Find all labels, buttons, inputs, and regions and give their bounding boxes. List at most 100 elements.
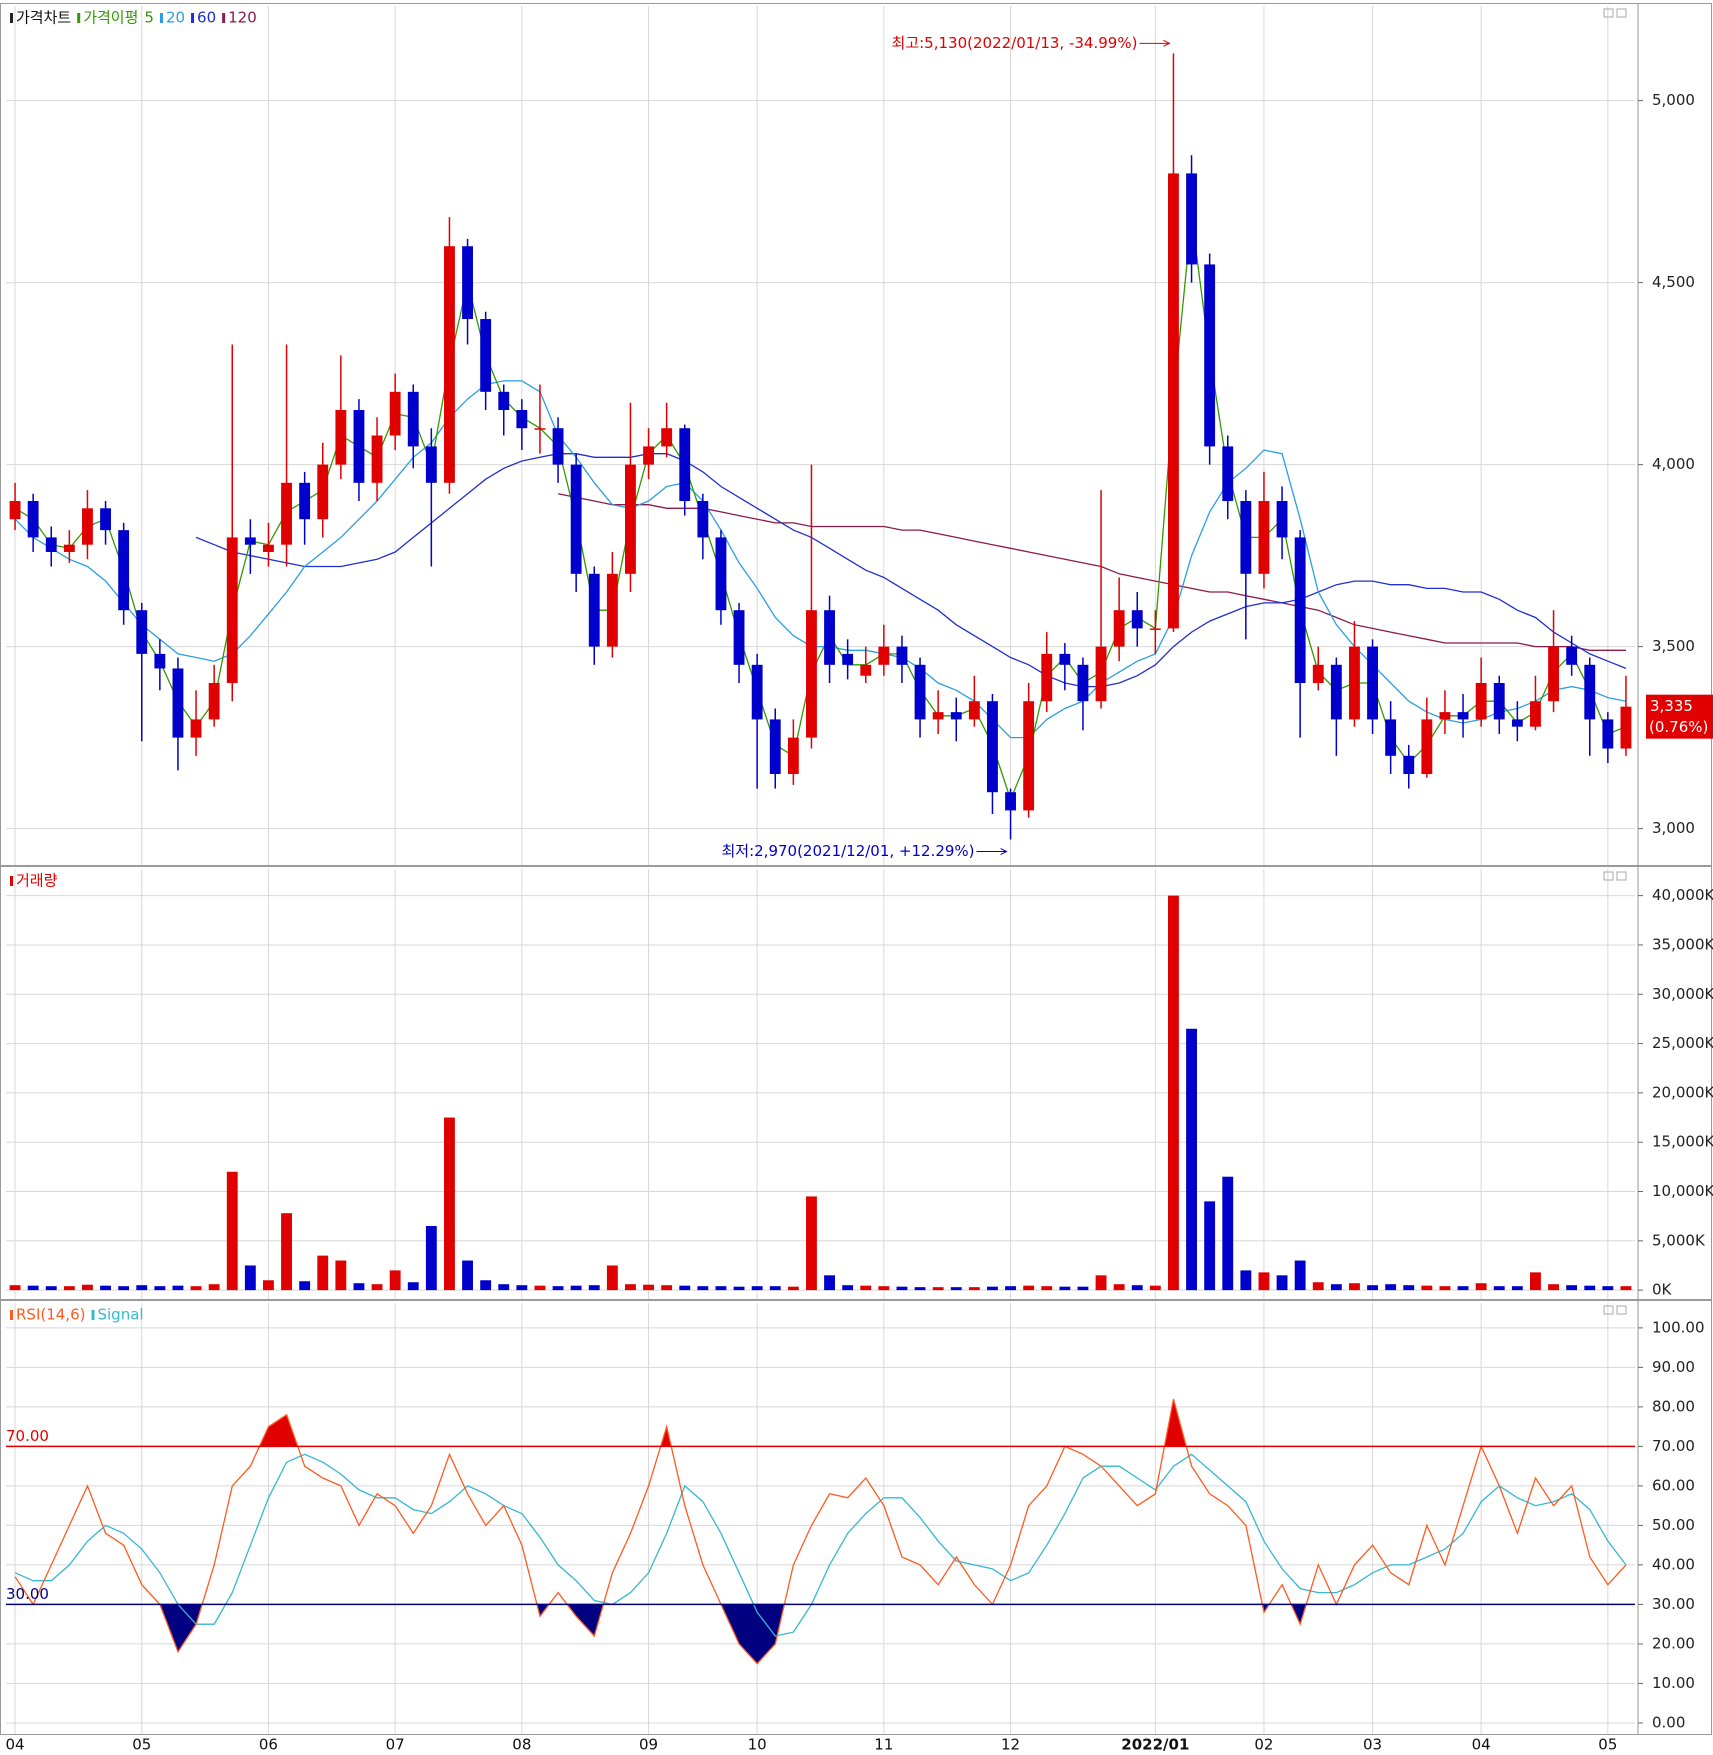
volume-bar: [1457, 1286, 1469, 1291]
x-tick-label: 04: [1472, 1736, 1491, 1754]
volume-bar: [1620, 1286, 1632, 1291]
level-fill: [159, 1604, 1307, 1664]
annotation: 최저:2,970(2021/12/01, +12.29%): [721, 842, 974, 860]
x-tick-label: 04: [6, 1736, 25, 1754]
candle-body: [1041, 653, 1053, 702]
volume-bar: [1258, 1272, 1270, 1291]
volume-bar: [244, 1265, 256, 1291]
volume-bar: [914, 1287, 926, 1291]
volume-bar: [1584, 1285, 1596, 1291]
candle-body: [172, 668, 184, 738]
candle-body: [968, 701, 980, 720]
candle-body: [1584, 664, 1596, 720]
y-tick-label: 50.00: [1652, 1516, 1695, 1534]
volume-bar: [1095, 1275, 1107, 1291]
candle-body: [1602, 719, 1614, 749]
candle-body: [1005, 792, 1016, 811]
x-tick-label: 02: [1254, 1736, 1273, 1754]
candle-body: [1475, 683, 1487, 720]
candle-body: [1367, 646, 1378, 720]
legend-marker: [159, 13, 163, 23]
volume-bar: [82, 1284, 93, 1291]
legend-marker: [77, 13, 81, 23]
y-tick-label: 40.00: [1652, 1555, 1695, 1573]
candle-body: [824, 610, 835, 665]
volume-bar: [1059, 1286, 1071, 1291]
volume-bar: [1330, 1284, 1342, 1291]
x-tick-label: 05: [1598, 1736, 1617, 1754]
x-tick-label: 07: [386, 1736, 405, 1754]
candle-body: [1421, 719, 1433, 775]
volume-bar: [806, 1196, 817, 1291]
candle-body: [1511, 719, 1523, 727]
candle-body: [1530, 701, 1541, 727]
level-label: 70.00: [6, 1427, 49, 1445]
x-tick-label: 2022/01: [1121, 1736, 1189, 1754]
candle-body: [190, 719, 202, 738]
volume-bar: [1548, 1284, 1559, 1291]
volume-bar: [697, 1286, 709, 1291]
y-tick-label: 70.00: [1652, 1437, 1695, 1455]
x-tick-label: 09: [639, 1736, 658, 1754]
y-tick-label: 0K: [1652, 1281, 1673, 1299]
volume-bar: [860, 1285, 872, 1291]
volume-bar: [950, 1287, 962, 1291]
volume-bar: [172, 1285, 184, 1291]
y-tick-label: 80.00: [1652, 1397, 1695, 1415]
volume-bar: [1493, 1286, 1505, 1291]
volume-bar: [1312, 1282, 1324, 1291]
volume-bar: [444, 1117, 455, 1291]
y-tick-label: 5,000K: [1652, 1231, 1706, 1249]
volume-bar: [552, 1286, 564, 1291]
candle-body: [1349, 646, 1360, 720]
volume-bar: [787, 1286, 799, 1291]
volume-bar: [371, 1284, 383, 1291]
candle-body: [1077, 664, 1089, 702]
moving-average: [195, 453, 1627, 688]
volume-bar: [1077, 1286, 1089, 1291]
candle-body: [878, 646, 890, 665]
y-tick-label: 4,500: [1652, 273, 1695, 291]
candle-body: [9, 501, 21, 520]
y-tick-label: 15,000K: [1652, 1133, 1713, 1151]
volume-bar: [896, 1286, 908, 1291]
volume-bar: [751, 1286, 763, 1291]
candle-body: [751, 664, 763, 720]
volume-bar: [1023, 1285, 1035, 1291]
legend-label: 가격차트: [16, 9, 71, 27]
y-tick-label: 5,000: [1652, 91, 1695, 109]
volume-bar: [1113, 1284, 1125, 1291]
volume-bar: [932, 1287, 944, 1291]
rsi-line: [14, 1453, 1627, 1637]
volume-bar: [606, 1265, 618, 1291]
x-tick-label: 06: [259, 1736, 278, 1754]
y-tick-label: 10.00: [1652, 1674, 1695, 1692]
volume-bar: [1168, 895, 1179, 1291]
candle-body: [1258, 501, 1270, 574]
legend-marker: [91, 1310, 95, 1320]
candle-body: [353, 410, 365, 483]
candle-body: [281, 482, 292, 545]
candle-body: [444, 246, 455, 483]
last-price-change: (0.76%): [1649, 718, 1708, 736]
window-button: [1616, 8, 1627, 18]
y-tick-label: 90.00: [1652, 1358, 1695, 1376]
x-tick-label: 05: [132, 1736, 151, 1754]
legend-label: 가격이평: [83, 9, 138, 27]
candle-body: [950, 712, 962, 720]
volume-bar: [1005, 1286, 1016, 1291]
last-price-box: [1646, 694, 1713, 739]
candle-body: [27, 501, 39, 538]
volume-bar: [1385, 1284, 1397, 1291]
annotation-arrowhead: [1163, 39, 1171, 47]
candle-body: [226, 537, 238, 684]
candle-body: [335, 410, 347, 465]
volume-bar: [878, 1286, 890, 1291]
legend-label: 20: [166, 9, 185, 27]
candle-body: [1620, 706, 1632, 749]
moving-average: [557, 493, 1626, 651]
volume-bar: [1222, 1176, 1234, 1291]
legend-marker: [10, 876, 13, 886]
window-button: [1603, 1305, 1614, 1315]
candle-body: [136, 610, 148, 654]
